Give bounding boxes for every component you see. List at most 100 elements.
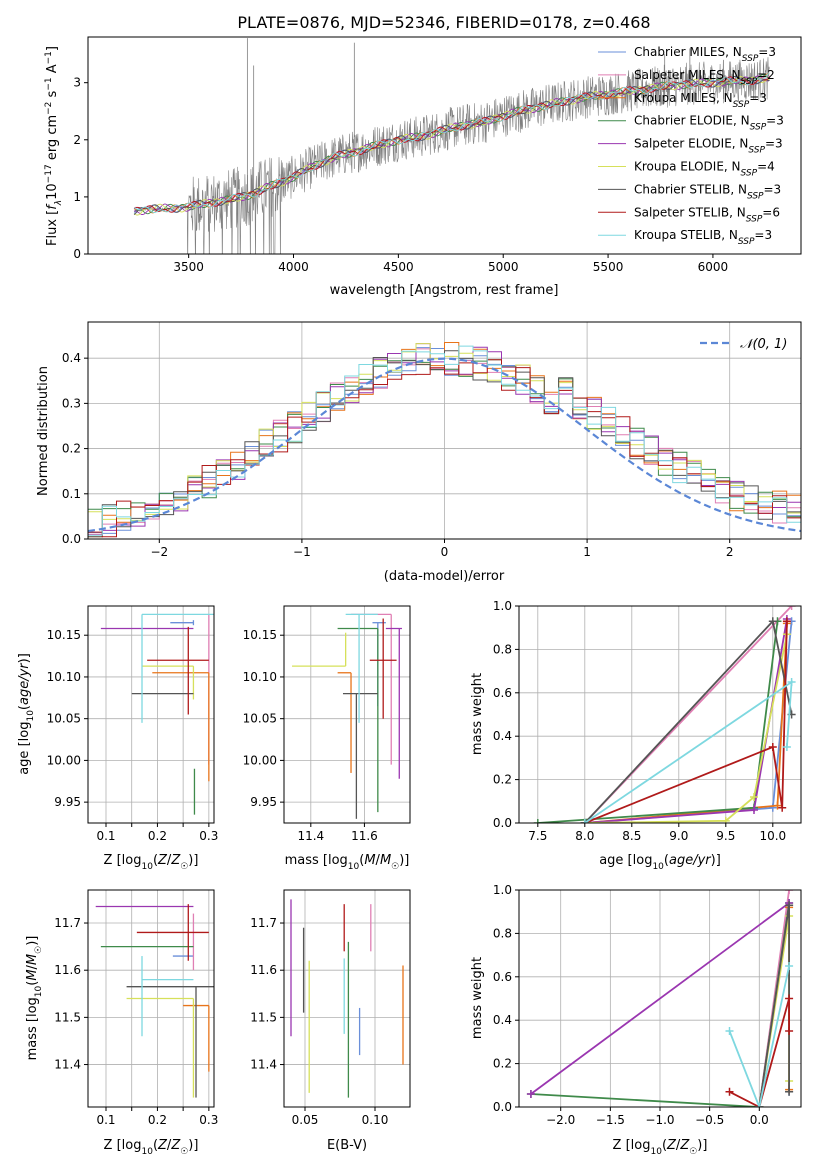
weight-vs-age-marker xyxy=(750,792,758,801)
spectrum-model-line xyxy=(133,73,770,214)
legend-entry: 𝒩(0, 1) xyxy=(740,337,787,352)
weight-vs-Z-marker xyxy=(785,994,794,1003)
residuals-normal-curve xyxy=(88,357,801,533)
mass-vs-Z-xtick-label: 0.3 xyxy=(199,1113,218,1127)
legend-entry: Chabrier MILES, NSSP=3 xyxy=(634,45,776,64)
weight-vs-Z-ytick-label: 1.0 xyxy=(493,883,512,897)
legend-entry: Salpeter ELODIE, NSSP=3 xyxy=(634,137,783,156)
weight-vs-age-ytick-label: 0.6 xyxy=(493,686,512,700)
spectrum-xlabel: wavelength [Angstrom, rest frame] xyxy=(330,283,559,298)
weight-vs-Z-marker xyxy=(725,1087,734,1096)
weight-vs-age-ytick-label: 1.0 xyxy=(493,599,512,613)
spectrum-xtick-label: 4500 xyxy=(383,260,414,274)
age-vs-mass-axes: 11.4 11.6 9.95 10.00 10.05 10.10 10.15 mass [lo… xyxy=(243,605,411,872)
residuals-xtick-label: −1 xyxy=(293,545,311,559)
mass-vs-EBV-ytick-label: 11.7 xyxy=(250,916,277,930)
weight-vs-Z-marker xyxy=(785,1027,794,1036)
weight-vs-age-marker xyxy=(768,617,777,626)
mass-vs-Z-ytick-label: 11.4 xyxy=(54,1058,81,1072)
residuals-ytick-label: 0.4 xyxy=(62,351,81,365)
weight-vs-age-marker xyxy=(787,677,796,686)
weight-vs-Z-xtick-label: −2.0 xyxy=(546,1113,575,1127)
age-vs-mass-ytick-label: 10.05 xyxy=(243,712,277,726)
mass-vs-Z-xtick-label: 0.1 xyxy=(96,1113,115,1127)
weight-vs-Z-xtick-label: −1.0 xyxy=(645,1113,674,1127)
legend-entry: Salpeter MILES, NSSP=2 xyxy=(634,68,775,87)
spectrum-ylabel: Flux [fλ10−17 erg cm−2 s−1 A−1] xyxy=(44,46,64,246)
weight-vs-Z-series-line xyxy=(530,902,790,1095)
age-vs-mass-ytick-label: 10.10 xyxy=(243,670,277,684)
weight-vs-age-xtick-label: 9.0 xyxy=(669,829,688,843)
weight-vs-Z-axes: −2.0 −1.5 −1.0 −0.5 0.0 0.0 0.2 0.4 0.6 0.8 1.0 Z [… xyxy=(470,883,802,1157)
mass-vs-Z-xtick-label: 0.2 xyxy=(148,1113,167,1127)
age-vs-Z-ytick-label: 10.00 xyxy=(47,753,81,767)
legend-entry: Salpeter STELIB, NSSP=6 xyxy=(634,205,780,224)
spectrum-xtick-label: 6000 xyxy=(698,260,729,274)
weight-vs-Z-marker xyxy=(755,1103,764,1107)
age-vs-mass-frame xyxy=(283,605,411,824)
age-vs-mass-plot-area xyxy=(292,613,402,819)
weight-vs-Z-marker xyxy=(785,1087,794,1096)
mass-vs-EBV-frame xyxy=(283,889,411,1108)
weight-vs-age-marker xyxy=(750,805,758,814)
age-vs-Z-ytick-label: 9.95 xyxy=(54,795,81,809)
weight-vs-Z-series-line xyxy=(728,965,790,1107)
mass-vs-Z-plot-area xyxy=(95,904,214,1098)
spectrum-model-line xyxy=(133,76,770,213)
spectrum-xtick-label: 3500 xyxy=(173,260,204,274)
age-vs-Z-xtick-label: 0.3 xyxy=(199,829,218,843)
mass-vs-EBV-plot-area xyxy=(290,899,404,1098)
spectrum-model-line xyxy=(133,75,770,215)
weight-vs-Z-marker xyxy=(526,1089,535,1098)
legend-entry: Kroupa MILES, NSSP=3 xyxy=(634,91,767,110)
mass-vs-EBV-xtick-label: 0.10 xyxy=(362,1113,389,1127)
spectrum-xtick-label: 4000 xyxy=(278,260,309,274)
weight-vs-age-marker xyxy=(580,819,589,823)
residuals-xtick-label: 2 xyxy=(726,545,734,559)
residuals-ylabel: Normed distribution xyxy=(36,366,51,496)
spectrum-ytick-label: 3 xyxy=(73,76,81,90)
weight-vs-Z-xlabel: Z [log10(Z/Z☉)] xyxy=(613,1138,708,1157)
age-vs-Z-ylabel: age [log10(age/yr)] xyxy=(17,653,36,775)
age-vs-Z-xtick-label: 0.1 xyxy=(96,829,115,843)
residuals-ytick-label: 0.3 xyxy=(62,396,81,410)
age-vs-Z-ytick-label: 10.15 xyxy=(47,628,81,642)
spectrum-ytick-label: 0 xyxy=(73,247,81,261)
weight-vs-age-xtick-label: 10.0 xyxy=(759,829,786,843)
age-vs-mass-xtick-label: 11.4 xyxy=(297,829,324,843)
spectrum-model-line xyxy=(134,75,770,215)
mass-vs-Z-ytick-label: 11.5 xyxy=(54,1010,81,1024)
weight-vs-age-marker xyxy=(782,617,791,626)
weight-vs-age-xlabel: age [log10(age/yr)] xyxy=(599,853,721,872)
weight-vs-Z-series-line xyxy=(729,998,790,1107)
spectrum-ytick-label: 1 xyxy=(73,190,81,204)
weight-vs-age-ytick-label: 0.4 xyxy=(493,729,512,743)
age-vs-Z-frame xyxy=(87,605,215,824)
age-vs-Z-ytick-label: 10.05 xyxy=(47,712,81,726)
weight-vs-Z-xtick-label: 0.0 xyxy=(750,1113,769,1127)
plots: 3500 4000 4500 5000 5500 6000 0 1 2 3 wavelength [… xyxy=(17,36,802,1157)
residuals-ytick-label: 0.0 xyxy=(62,532,81,546)
residuals-xtick-label: 1 xyxy=(583,545,591,559)
weight-vs-age-plot-area xyxy=(533,606,796,823)
mass-vs-EBV-ytick-label: 11.5 xyxy=(250,1010,277,1024)
residuals-plot-area xyxy=(88,342,801,538)
age-vs-Z-axes: 0.1 0.2 0.3 9.95 10.00 10.05 10.10 10.15 Z [log1… xyxy=(17,605,218,872)
figure-title: PLATE=0876, MJD=52346, FIBERID=0178, z=0… xyxy=(237,13,650,32)
age-vs-Z-ytick-label: 10.10 xyxy=(47,670,81,684)
residuals-axes: −2 −1 0 1 2 0.0 0.1 0.2 0.3 0.4 (data-model)/error… xyxy=(36,321,802,584)
mass-vs-Z-ytick-label: 11.6 xyxy=(54,963,81,977)
spectrum-axes: 3500 4000 4500 5000 5500 6000 0 1 2 3 wavelength [… xyxy=(44,36,802,298)
weight-vs-age-frame xyxy=(518,605,802,824)
age-vs-mass-ytick-label: 9.95 xyxy=(250,795,277,809)
weight-vs-age-series-line xyxy=(584,621,793,823)
weight-vs-Z-marker xyxy=(785,901,794,910)
weight-vs-age-series-line xyxy=(584,619,793,823)
spectrum-legend: Chabrier MILES, NSSP=3 Salpeter MILES, NS… xyxy=(598,45,784,247)
age-vs-mass-ytick-label: 10.00 xyxy=(243,753,277,767)
residuals-ytick-label: 0.2 xyxy=(62,442,81,456)
weight-vs-age-marker xyxy=(768,743,777,752)
weight-vs-Z-marker xyxy=(785,961,794,970)
residuals-xlabel: (data-model)/error xyxy=(384,569,505,584)
age-vs-mass-ytick-label: 10.15 xyxy=(243,628,277,642)
